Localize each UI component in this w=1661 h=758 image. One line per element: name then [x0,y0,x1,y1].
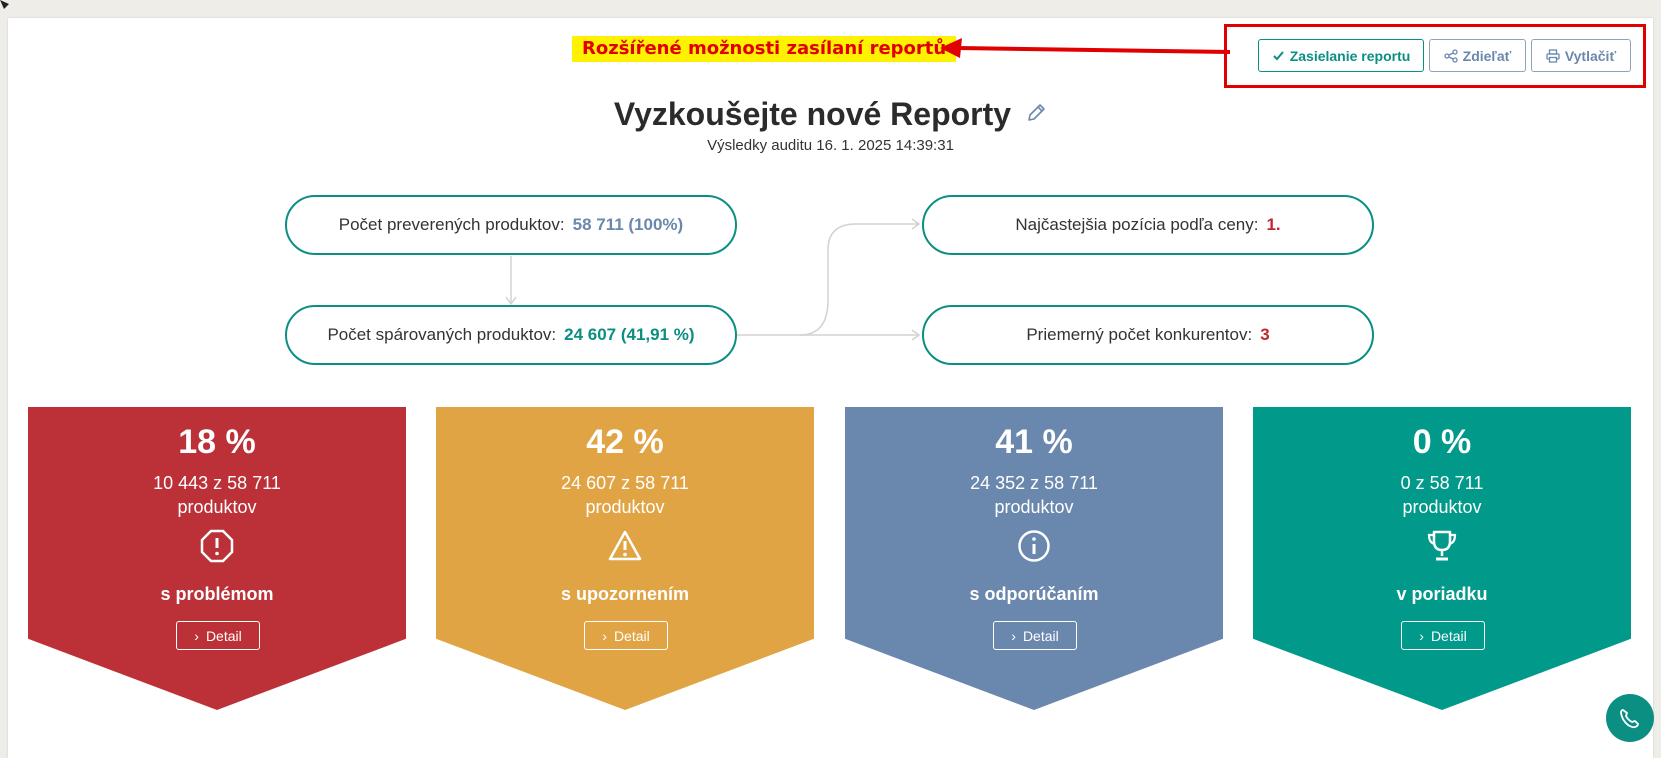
detail-button[interactable]: › Detail [993,621,1077,650]
phone-icon [1620,709,1639,729]
stat-percent: 0 % [1412,423,1472,461]
chevron-right-icon: › [194,627,199,644]
price-position-pill: Najčastejšia pozícia podľa ceny: 1. [922,195,1374,255]
detail-button[interactable]: › Detail [176,621,260,650]
annotation-highlight-box [1224,24,1646,88]
stat-card-ok: 0 % 0 z 58 711 produktov v poriadku › Deta… [1253,407,1631,710]
page-title: Vyzkoušejte nové Reporty [0,96,1661,135]
competitors-label: Priemerný počet konkurentov: [1026,325,1253,344]
stat-count: 24 352 z 58 711 produktov [970,473,1098,517]
share-label: Zdieľať [1462,47,1512,64]
cursor-icon [0,0,9,9]
warning-triangle-icon [436,529,814,563]
annotation-arrow [940,38,1230,58]
share-button[interactable]: Zdieľať [1429,39,1526,72]
print-label: Vytlačiť [1564,47,1617,64]
stat-card-problems: 18 % 10 443 z 58 711 produktov s problémo… [28,407,406,710]
competitors-value: 3 [1260,325,1270,344]
stat-percent: 18 % [178,423,256,461]
print-button[interactable]: Vytlačiť [1531,39,1631,72]
stat-percent: 42 % [586,423,664,461]
info-circle-icon [845,529,1223,563]
price-position-label: Najčastejšia pozícia podľa ceny: [1015,215,1259,234]
stat-count: 10 443 z 58 711 produktov [153,473,281,517]
competitors-pill: Priemerný počet konkurentov: 3 [922,305,1374,365]
stat-card-recommendations: 41 % 24 352 z 58 711 produktov s odporúča… [845,407,1223,710]
chevron-right-icon: › [602,627,607,644]
stat-percent: 41 % [995,423,1073,461]
send-report-label: Zasielanie reportu [1289,47,1411,64]
phone-call-button[interactable] [1606,694,1654,742]
stat-count: 0 z 58 711 produktov [1400,473,1484,517]
printer-icon [1546,48,1560,63]
chevron-right-icon: › [1419,627,1424,644]
stat-label: s upozornením [560,584,689,604]
stat-label: s odporúčaním [969,584,1099,604]
stat-card-warnings: 42 % 24 607 z 58 711 produktov s upozorne… [436,407,814,710]
octagon-alert-icon [28,529,406,563]
share-icon [1444,48,1458,63]
checked-products-label: Počet preverených produktov: [338,215,565,234]
page-title-text: Vyzkoušejte nové Reporty [613,96,1012,132]
checked-products-pill: Počet preverených produktov: 58 711 (100… [285,195,737,255]
stat-label: s problémom [160,584,274,604]
detail-button[interactable]: › Detail [1401,621,1485,650]
annotation-label: Rozšířené možnosti zasílaní reportů [572,36,957,62]
trophy-icon [1253,529,1631,563]
price-position-value: 1. [1266,215,1281,234]
paired-products-pill: Počet spárovaných produktov: 24 607 (41,… [285,305,737,365]
paired-products-value: 24 607 (41,91 %) [564,325,695,344]
audit-timestamp: Výsledky auditu 16. 1. 2025 14:39:31 [707,137,954,154]
stat-count: 24 607 z 58 711 produktov [561,473,689,517]
edit-pencil-icon[interactable] [1025,95,1047,132]
check-icon [1272,51,1284,61]
detail-button[interactable]: › Detail [584,621,668,650]
checked-products-value: 58 711 (100%) [572,215,684,234]
send-report-button[interactable]: Zasielanie reportu [1258,39,1424,72]
paired-products-label: Počet spárovaných produktov: [327,325,557,344]
stat-label: v poriadku [1396,584,1488,604]
chevron-right-icon: › [1011,627,1016,644]
